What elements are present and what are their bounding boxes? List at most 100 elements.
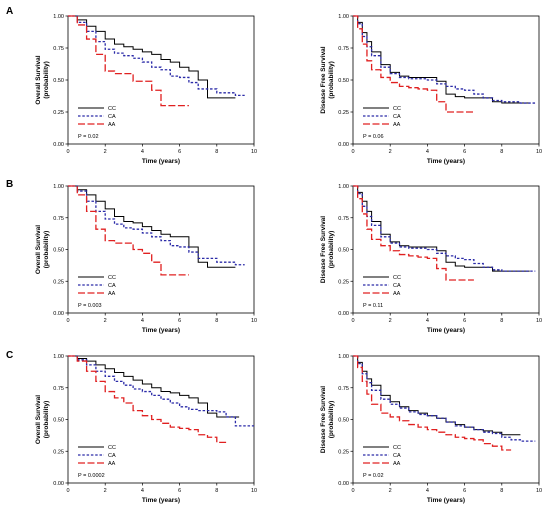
chart-4-legend-label-aa: AA — [393, 291, 401, 297]
chart-6-y-tick-label: 0.00 — [338, 481, 349, 487]
chart-1-y-tick-label: 1.00 — [53, 14, 64, 20]
chart-2-x-tick-label: 8 — [500, 149, 503, 155]
chart-5-x-tick-label: 6 — [178, 488, 181, 494]
chart-5-y-tick-label: 0.75 — [53, 386, 64, 392]
chart-1-x-tick-label: 0 — [66, 149, 69, 155]
chart-6-x-tick-label: 4 — [426, 488, 429, 494]
chart-2-x-tick-label: 0 — [351, 149, 354, 155]
chart-6-x-axis-label: Time (years) — [427, 497, 465, 504]
chart-1-y-axis-label: Overall Survival — [35, 55, 42, 104]
chart-1-series-ca-line — [68, 15, 245, 97]
chart-2-x-axis-label: Time (years) — [427, 158, 465, 165]
chart-6-y-axis-label-unit: (probability) — [328, 401, 335, 439]
chart-5-x-tick-label: 8 — [215, 488, 218, 494]
chart-6-p-value: P = 0.02 — [363, 473, 384, 479]
chart-4-y-tick-label: 0.50 — [338, 248, 349, 254]
chart-5-series-ca-line — [68, 355, 254, 427]
chart-4-plot-frame — [352, 185, 540, 314]
chart-5-legend-label-aa: AA — [108, 461, 116, 467]
chart-2-x-tick-label: 6 — [463, 149, 466, 155]
chart-4-y-tick-label: 0.00 — [338, 311, 349, 317]
chart-2-x-tick-label: 10 — [536, 149, 542, 155]
panel-letter-a: A — [6, 6, 14, 17]
panel-letter-c: C — [6, 350, 14, 361]
chart-6-y-axis-label: Disease Free Survival — [320, 386, 327, 453]
chart-1-x-tick-label: 2 — [104, 149, 107, 155]
chart-1-y-tick-label: 0.50 — [53, 78, 64, 84]
chart-1-legend-label-ca: CA — [108, 114, 116, 120]
chart-2-y-tick-label: 0.75 — [338, 46, 349, 52]
chart-3-y-axis-label: Overall Survival — [35, 225, 42, 274]
chart-3-y-tick-label: 0.00 — [53, 311, 64, 317]
chart-3-series-cc-line — [68, 185, 236, 268]
chart-1-y-tick-label: 0.00 — [53, 142, 64, 148]
chart-5-legend-label-ca: CA — [108, 453, 116, 459]
chart-4-x-tick-label: 0 — [351, 318, 354, 324]
chart-3-y-tick-label: 1.00 — [53, 184, 64, 190]
chart-1-legend-label-aa: AA — [108, 122, 116, 128]
chart-4-x-tick-label: 10 — [536, 318, 542, 324]
chart-1-y-tick-label: 0.75 — [53, 46, 64, 52]
chart-3-y-tick-label: 0.75 — [53, 216, 64, 222]
chart-2-series-aa-line — [353, 15, 474, 113]
chart-4-series-aa-line — [353, 185, 474, 281]
chart-2-y-tick-label: 0.50 — [338, 78, 349, 84]
chart-4-x-axis-label: Time (years) — [427, 327, 465, 334]
chart-2-y-axis-label-unit: (probability) — [328, 61, 335, 99]
chart-5-series-cc-line — [68, 355, 240, 418]
chart-3-y-tick-label: 0.25 — [53, 279, 64, 285]
chart-1-x-tick-label: 10 — [251, 149, 257, 155]
chart-4-series-cc-line — [353, 185, 530, 272]
chart-6-x-tick-label: 0 — [351, 488, 354, 494]
chart-5-y-tick-label: 1.00 — [53, 354, 64, 360]
chart-2-y-tick-label: 0.25 — [338, 110, 349, 116]
chart-3-plot-frame — [67, 185, 255, 314]
chart-3-x-tick-label: 10 — [251, 318, 257, 324]
chart-1-x-axis-label: Time (years) — [142, 158, 180, 165]
chart-6-y-tick-label: 0.25 — [338, 449, 349, 455]
chart-1-x-tick-label: 4 — [141, 149, 144, 155]
chart-5-y-tick-label: 0.25 — [53, 449, 64, 455]
chart-5-y-axis-label-unit: (probability) — [43, 401, 50, 439]
chart-5-x-tick-label: 4 — [141, 488, 144, 494]
chart-3-x-tick-label: 0 — [66, 318, 69, 324]
chart-1-series-cc-line — [68, 15, 236, 99]
chart-6-legend-label-aa: AA — [393, 461, 401, 467]
chart-3-legend-label-cc: CC — [108, 275, 116, 281]
chart-3-x-tick-label: 4 — [141, 318, 144, 324]
chart-3-p-value: P = 0.003 — [78, 303, 102, 309]
chart-3-x-tick-label: 6 — [178, 318, 181, 324]
chart-4-x-tick-label: 8 — [500, 318, 503, 324]
chart-1-x-tick-label: 6 — [178, 149, 181, 155]
chart-2-legend-label-cc: CC — [393, 106, 401, 112]
chart-2-y-tick-label: 1.00 — [338, 14, 349, 20]
chart-1-y-tick-label: 0.25 — [53, 110, 64, 116]
chart-5-y-axis-label: Overall Survival — [35, 395, 42, 444]
chart-4-series-ca-line — [353, 185, 536, 272]
chart-2-legend-label-ca: CA — [393, 114, 401, 120]
chart-2-series-ca-line — [353, 15, 536, 104]
chart-5-y-tick-label: 0.00 — [53, 481, 64, 487]
chart-1-legend-label-cc: CC — [108, 106, 116, 112]
chart-3-x-axis-label: Time (years) — [142, 327, 180, 334]
chart-6-x-tick-label: 10 — [536, 488, 542, 494]
chart-3-series-aa-line — [68, 185, 189, 276]
chart-4-y-axis-label: Disease Free Survival — [320, 216, 327, 283]
chart-6-y-tick-label: 0.50 — [338, 418, 349, 424]
chart-3-x-tick-label: 2 — [104, 318, 107, 324]
chart-4-y-tick-label: 0.25 — [338, 279, 349, 285]
chart-2-p-value: P = 0.06 — [363, 134, 384, 140]
chart-3-y-tick-label: 0.50 — [53, 248, 64, 254]
chart-4-p-value: P = 0.11 — [363, 303, 383, 309]
chart-1-plot-frame — [67, 15, 255, 145]
chart-5-x-axis-label: Time (years) — [142, 497, 180, 504]
chart-6-legend-label-ca: CA — [393, 453, 401, 459]
chart-2-series-cc-line — [353, 15, 530, 104]
chart-6-x-tick-label: 2 — [389, 488, 392, 494]
chart-2-plot-frame — [352, 15, 540, 145]
chart-1-x-tick-label: 8 — [215, 149, 218, 155]
chart-3-legend-label-aa: AA — [108, 291, 116, 297]
chart-6-x-tick-label: 8 — [500, 488, 503, 494]
chart-6-series-ca-line — [353, 355, 536, 442]
